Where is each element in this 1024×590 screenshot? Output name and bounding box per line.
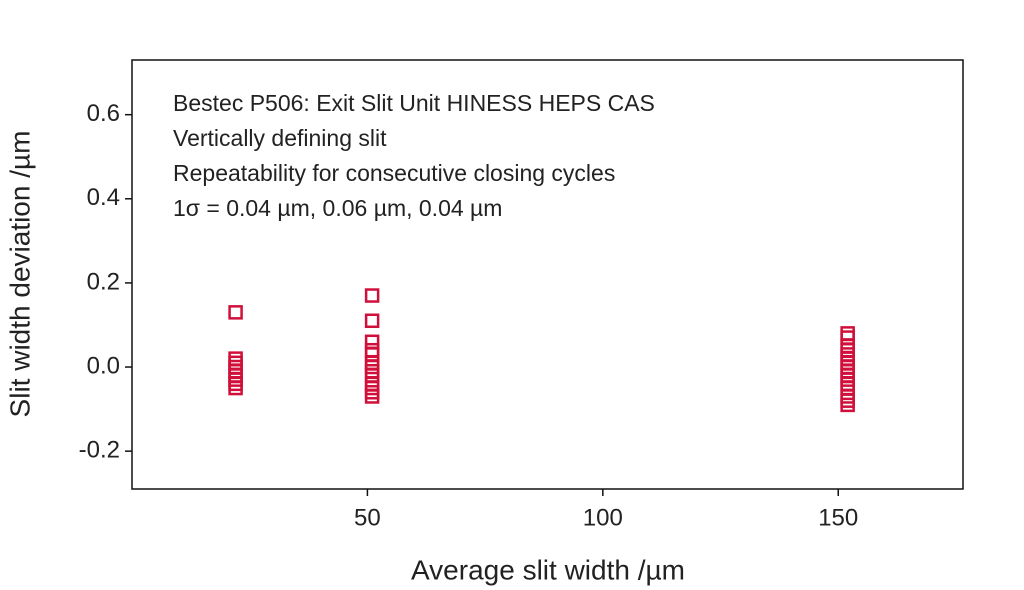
point [364, 380, 380, 396]
point [228, 372, 243, 387]
point [840, 389, 855, 404]
x-tick-label: 150 [818, 504, 858, 531]
point [840, 326, 855, 341]
point [228, 368, 243, 383]
point [364, 385, 380, 400]
point [364, 334, 380, 350]
point [364, 347, 380, 362]
point [228, 380, 243, 396]
annotation: 1σ = 0.04 µm, 0.06 µm, 0.04 µm [173, 195, 502, 221]
point [364, 313, 380, 329]
y-tick-label: 0.4 [87, 184, 120, 211]
point [228, 359, 243, 375]
point [364, 359, 380, 375]
point [364, 389, 380, 404]
x-tick-label: 50 [354, 504, 381, 531]
plot-frame [131, 59, 964, 490]
annotation: Vertically defining slit [173, 125, 387, 151]
point [840, 359, 855, 375]
x-tick-label: 100 [583, 504, 623, 531]
point [228, 305, 243, 320]
point [840, 338, 855, 354]
x-axis-label: Average slit width /µm [411, 554, 685, 585]
point [228, 355, 243, 371]
point [840, 376, 855, 392]
annotation: Repeatability for consecutive closing cy… [173, 160, 615, 186]
point [840, 342, 855, 358]
point [840, 372, 855, 387]
point [228, 376, 243, 392]
point [364, 355, 380, 371]
y-tick-label: 0.0 [87, 352, 120, 379]
point [840, 380, 855, 396]
point [840, 363, 855, 379]
point [228, 351, 243, 366]
point [364, 288, 380, 303]
point [364, 376, 380, 392]
point [840, 351, 855, 366]
y-axis-label: Slit width deviation /µm [4, 131, 35, 418]
annotation: Bestec P506: Exit Slit Unit HINESS HEPS … [173, 90, 655, 116]
point [840, 397, 855, 413]
y-tick-label: -0.2 [79, 436, 120, 463]
point [840, 368, 855, 383]
point [840, 330, 855, 345]
point [364, 368, 380, 383]
point [840, 355, 855, 371]
point [364, 342, 380, 358]
y-tick-label: 0.6 [87, 100, 120, 127]
point [228, 363, 243, 379]
y-tick-label: 0.2 [87, 268, 120, 295]
point [840, 393, 855, 408]
point [364, 363, 380, 379]
point [840, 347, 855, 362]
